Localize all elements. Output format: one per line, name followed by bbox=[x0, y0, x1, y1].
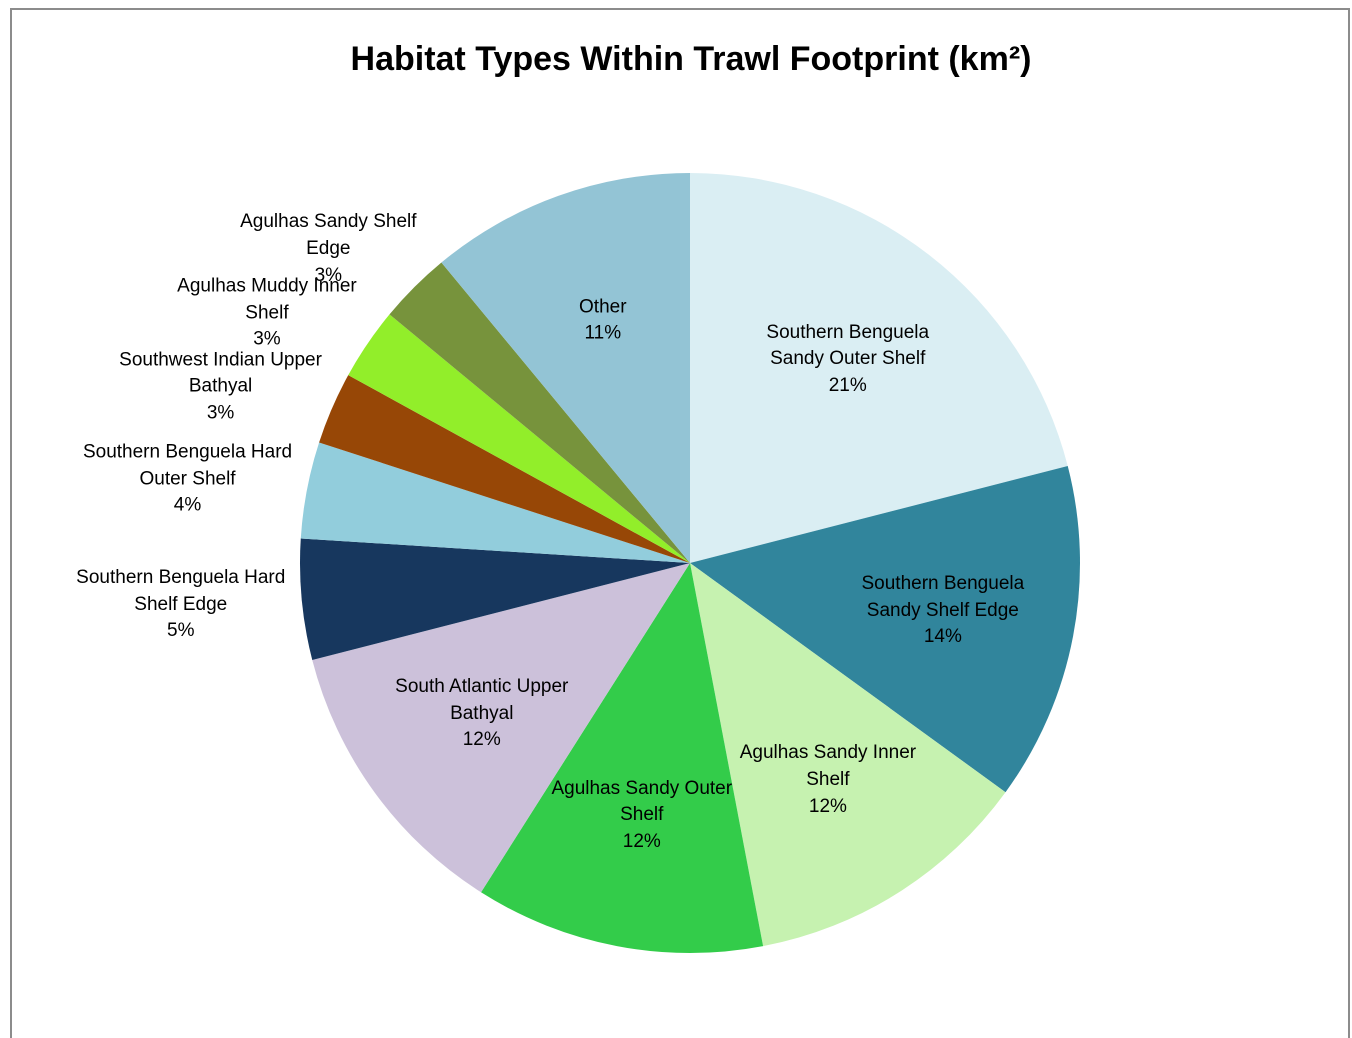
category-label: South Atlantic Upper Bathyal bbox=[395, 676, 569, 724]
category-label: Other bbox=[579, 296, 627, 318]
slice-label: Agulhas Sandy Outer Shelf 12% bbox=[534, 776, 749, 856]
pie-slice bbox=[348, 314, 690, 563]
chart-title: Habitat Types Within Trawl Footprint (km… bbox=[350, 40, 1032, 78]
category-label: Agulhas Sandy Shelf Edge bbox=[240, 211, 417, 259]
chart-border bbox=[10, 8, 1350, 1038]
slice-label: Agulhas Muddy Inner Shelf 3% bbox=[159, 274, 374, 354]
pie-slice bbox=[481, 563, 764, 954]
slice-label: Southern Benguela Sandy Outer Shelf 21% bbox=[740, 320, 955, 400]
slice-label: Southern Benguela Hard Outer Shelf 4% bbox=[80, 440, 295, 520]
value-label: 12% bbox=[622, 831, 661, 853]
slice-label: Southern Benguela Hard Shelf Edge 5% bbox=[73, 565, 288, 645]
value-label: 3% bbox=[314, 264, 343, 286]
pie-slice bbox=[441, 173, 690, 563]
pie-slice bbox=[690, 466, 1080, 793]
pie-slice bbox=[300, 538, 690, 660]
value-label: 3% bbox=[206, 402, 235, 424]
pie-slice bbox=[319, 375, 690, 563]
category-label: Southern Benguela Hard Shelf Edge bbox=[76, 566, 286, 615]
pie-slice bbox=[690, 173, 1068, 563]
pie-slice bbox=[690, 563, 1006, 947]
value-label: 12% bbox=[462, 729, 501, 751]
value-label: 5% bbox=[167, 620, 195, 642]
slice-label: Agulhas Sandy Inner Shelf 12% bbox=[720, 740, 935, 820]
category-label: Agulhas Muddy Inner Shelf bbox=[177, 275, 357, 324]
value-label: 4% bbox=[173, 495, 202, 517]
value-label: 21% bbox=[828, 374, 867, 396]
value-label: 14% bbox=[923, 626, 962, 648]
pie-slice bbox=[300, 442, 690, 563]
slice-label: South Atlantic Upper Bathyal 12% bbox=[374, 674, 589, 754]
slice-label: Agulhas Sandy Shelf Edge 3% bbox=[221, 209, 436, 289]
slice-label: Southern Benguela Sandy Shelf Edge 14% bbox=[835, 571, 1050, 651]
category-label: Southern Benguela Sandy Outer Shelf bbox=[766, 321, 930, 370]
value-label: 11% bbox=[584, 322, 622, 344]
value-label: 3% bbox=[253, 328, 281, 350]
slice-label: Southwest Indian Upper Bathyal 3% bbox=[113, 347, 328, 427]
slice-label: Other 11% bbox=[495, 294, 710, 347]
category-label: Agulhas Sandy Outer Shelf bbox=[551, 777, 733, 826]
category-label: Southern Benguela Hard Outer Shelf bbox=[82, 441, 293, 490]
category-label: Southern Benguela Sandy Shelf Edge bbox=[861, 573, 1025, 621]
pie-slice bbox=[389, 262, 690, 563]
value-label: 12% bbox=[808, 795, 847, 817]
pie-slice bbox=[312, 563, 690, 893]
category-label: Agulhas Sandy Inner Shelf bbox=[739, 742, 917, 791]
category-label: Southwest Indian Upper Bathyal bbox=[119, 348, 322, 397]
